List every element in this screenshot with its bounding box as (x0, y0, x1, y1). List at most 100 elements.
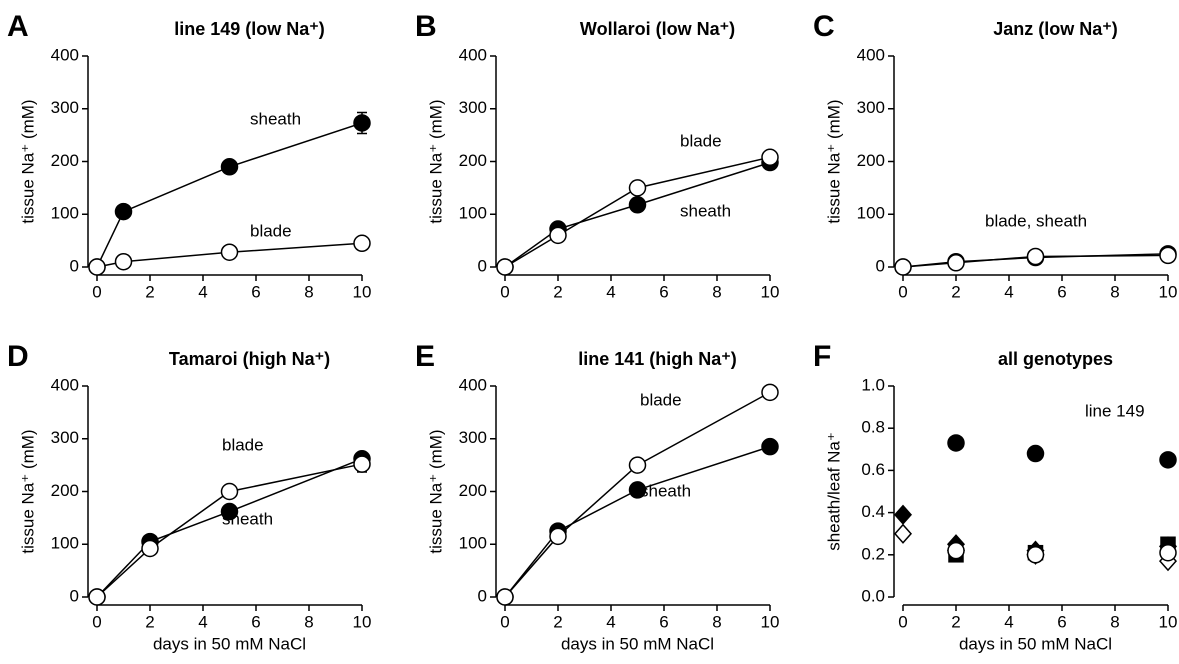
series-line (96, 242, 363, 268)
series-line (96, 458, 363, 598)
y-tick-label: 200 (459, 481, 487, 500)
x-tick-label: 2 (553, 612, 562, 631)
y-tick-label: 0 (70, 256, 79, 275)
y-tick-label: 400 (51, 45, 79, 64)
y-axis-label: tissue Na⁺ (mM) (824, 99, 843, 223)
x-tick-label: 10 (761, 612, 780, 631)
series-line (504, 391, 771, 598)
y-axis-label: tissue Na⁺ (mM) (426, 99, 445, 223)
annotation: blade (640, 390, 682, 409)
y-axis-label: tissue Na⁺ (mM) (18, 429, 37, 553)
marker (628, 196, 647, 214)
x-tick-label: 8 (304, 612, 313, 631)
marker (220, 158, 239, 176)
marker (1026, 546, 1045, 564)
marker (628, 456, 647, 474)
x-tick-label: 8 (1110, 282, 1119, 301)
x-tick-label: 0 (500, 612, 509, 631)
marker (88, 258, 106, 276)
marker (947, 434, 965, 452)
y-tick-label: 100 (51, 534, 79, 553)
annotation: blade, sheath (985, 211, 1087, 230)
x-tick-label: 8 (712, 612, 721, 631)
x-axis-label: days in 50 mM NaCl (561, 634, 714, 653)
chart-title: Tamaroi (high Na⁺) (169, 349, 330, 369)
marker (88, 588, 106, 606)
chart-title: line 141 (high Na⁺) (578, 349, 737, 369)
marker (220, 482, 239, 501)
y-tick-label: 0 (478, 586, 487, 605)
y-tick-label: 100 (857, 204, 885, 223)
y-tick-label: 0.2 (861, 544, 885, 563)
y-axis-label: tissue Na⁺ (mM) (18, 99, 37, 223)
annotation: blade (680, 131, 722, 150)
chart-title: line 149 (low Na⁺) (174, 19, 325, 39)
marker (353, 455, 371, 473)
marker (141, 539, 159, 558)
marker (114, 252, 133, 271)
y-tick-label: 0.8 (861, 418, 885, 437)
x-tick-label: 4 (606, 282, 615, 301)
marker (761, 437, 779, 456)
x-tick-label: 8 (712, 282, 721, 301)
x-tick-label: 6 (659, 282, 668, 301)
y-tick-label: 200 (51, 151, 79, 170)
marker (220, 502, 239, 521)
marker (353, 114, 371, 132)
x-tick-label: 2 (951, 612, 960, 631)
annotation: sheath (680, 201, 731, 220)
panel-letter: E (415, 340, 435, 373)
series-line (96, 463, 363, 598)
x-tick-label: 4 (1004, 282, 1013, 301)
x-tick-label: 8 (1110, 612, 1119, 631)
x-tick-label: 4 (1004, 612, 1013, 631)
x-tick-label: 0 (92, 282, 101, 301)
series-line (504, 156, 771, 268)
y-tick-label: 300 (51, 98, 79, 117)
marker (628, 179, 647, 197)
y-axis-label: tissue Na⁺ (mM) (426, 429, 445, 553)
panel-letter: C (813, 10, 835, 43)
y-tick-label: 300 (459, 428, 487, 447)
marker (1159, 543, 1177, 562)
x-tick-label: 6 (251, 282, 260, 301)
y-tick-label: 300 (51, 428, 79, 447)
annotation: sheath (222, 509, 273, 528)
y-tick-label: 0.4 (861, 502, 885, 521)
y-tick-label: 0 (478, 256, 487, 275)
marker (1026, 247, 1045, 266)
x-axis-label: days in 50 mM NaCl (959, 634, 1112, 653)
marker (893, 523, 913, 544)
series-line (96, 122, 363, 268)
y-tick-label: 300 (459, 98, 487, 117)
y-tick-label: 200 (51, 481, 79, 500)
x-tick-label: 2 (145, 612, 154, 631)
x-axis-label: days in 50 mM NaCl (153, 634, 306, 653)
y-tick-label: 100 (459, 204, 487, 223)
panel-letter: F (813, 340, 831, 373)
panel-letter: B (415, 10, 437, 43)
y-tick-label: 100 (51, 204, 79, 223)
marker (114, 202, 133, 221)
x-tick-label: 2 (951, 282, 960, 301)
y-tick-label: 400 (459, 45, 487, 64)
marker (761, 148, 779, 167)
panel-letter: A (7, 10, 29, 43)
y-tick-label: 0 (876, 256, 885, 275)
x-tick-label: 10 (1159, 612, 1178, 631)
chart-title: Janz (low Na⁺) (993, 19, 1118, 39)
y-tick-label: 200 (857, 151, 885, 170)
annotation: blade (222, 435, 264, 454)
x-tick-label: 4 (606, 612, 615, 631)
x-tick-label: 6 (659, 612, 668, 631)
marker (894, 258, 912, 276)
x-tick-label: 4 (198, 612, 207, 631)
x-tick-label: 6 (251, 612, 260, 631)
chart-title: all genotypes (998, 349, 1113, 369)
marker (1159, 246, 1177, 265)
marker (1026, 444, 1045, 463)
x-tick-label: 2 (553, 282, 562, 301)
y-tick-label: 400 (51, 375, 79, 394)
y-tick-label: 400 (857, 45, 885, 64)
